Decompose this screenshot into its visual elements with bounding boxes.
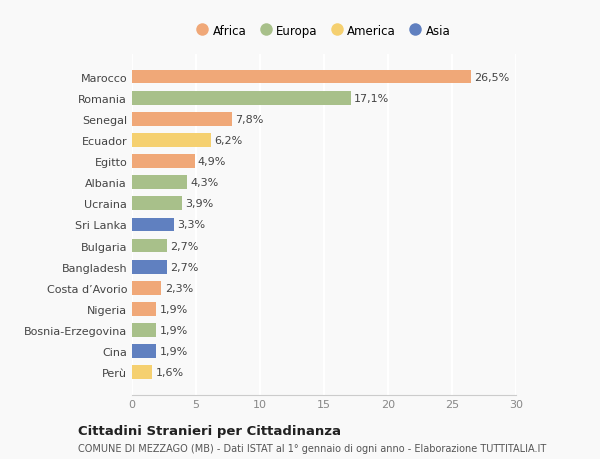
Text: Cittadini Stranieri per Cittadinanza: Cittadini Stranieri per Cittadinanza	[78, 424, 341, 437]
Bar	[132, 324, 157, 337]
Bar	[132, 71, 471, 84]
Text: 2,7%: 2,7%	[170, 241, 198, 251]
Text: 26,5%: 26,5%	[475, 73, 509, 82]
Text: 4,3%: 4,3%	[190, 178, 218, 188]
Bar	[132, 134, 211, 147]
Text: 17,1%: 17,1%	[354, 94, 389, 103]
Bar	[132, 366, 152, 379]
Text: 3,9%: 3,9%	[185, 199, 214, 209]
Text: 4,9%: 4,9%	[198, 157, 226, 167]
Text: 1,9%: 1,9%	[160, 347, 188, 356]
Text: COMUNE DI MEZZAGO (MB) - Dati ISTAT al 1° gennaio di ogni anno - Elaborazione TU: COMUNE DI MEZZAGO (MB) - Dati ISTAT al 1…	[78, 443, 546, 453]
Legend: Africa, Europa, America, Asia: Africa, Europa, America, Asia	[193, 20, 455, 43]
Bar	[132, 176, 187, 190]
Text: 3,3%: 3,3%	[178, 220, 206, 230]
Bar	[132, 239, 167, 253]
Text: 1,9%: 1,9%	[160, 304, 188, 314]
Bar	[132, 218, 174, 232]
Bar	[132, 92, 351, 105]
Text: 2,7%: 2,7%	[170, 262, 198, 272]
Text: 2,3%: 2,3%	[164, 283, 193, 293]
Text: 1,6%: 1,6%	[155, 368, 184, 377]
Text: 6,2%: 6,2%	[215, 135, 243, 146]
Text: 1,9%: 1,9%	[160, 325, 188, 335]
Bar	[132, 260, 167, 274]
Bar	[132, 281, 161, 295]
Bar	[132, 112, 232, 126]
Text: 7,8%: 7,8%	[235, 115, 263, 124]
Bar	[132, 345, 157, 358]
Bar	[132, 155, 195, 168]
Bar	[132, 197, 182, 211]
Bar	[132, 302, 157, 316]
